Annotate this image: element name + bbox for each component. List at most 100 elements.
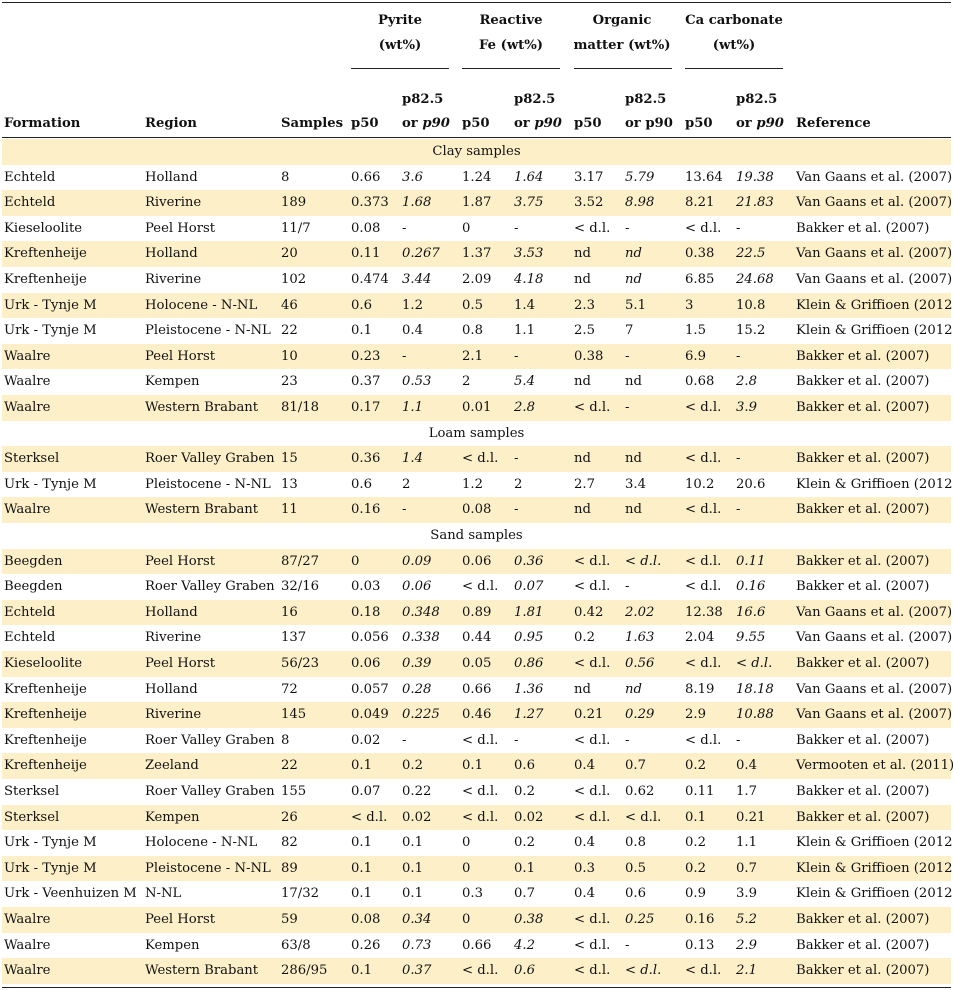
table-row: Kreftenheije Riverine 102 0.474 3.44 2.09 4.18… (2, 267, 952, 293)
cell-pyrite-p50: 0.06 (351, 656, 381, 671)
cell-om-p50: < d.l. (574, 963, 611, 979)
cell-pyrite-p50: 0.6 (351, 476, 372, 492)
group-header-organic-matter: Organic matter (wt%) (572, 8, 672, 58)
cell-om-p82: 0.56 (625, 656, 655, 671)
table-row: Kreftenheije Riverine 145 0.049 0.225 0.46 1.2… (2, 702, 952, 728)
cell-region: Holocene - N-NL (145, 835, 258, 851)
cell-om-p50: 0.4 (574, 758, 595, 774)
cell-formation: Kreftenheije (4, 246, 87, 262)
cell-samples: 11/7 (281, 220, 311, 236)
cell-pyrite-p82: - (402, 732, 407, 748)
cell-pyrite-p82: 1.68 (402, 195, 432, 211)
cell-ca-p82: 22.5 (736, 246, 766, 262)
cell-samples: 26 (281, 809, 298, 825)
cell-pyrite-p82: 0.1 (402, 835, 423, 851)
cell-region: Peel Horst (145, 912, 216, 927)
cell-fe-p50: 1.87 (462, 195, 492, 211)
cell-formation: Beegden (4, 579, 63, 595)
group-header-reactive-fe: Reactive Fe (wt%) (462, 8, 560, 58)
cell-fe-p82: - (514, 732, 519, 748)
cell-ca-p82: - (736, 732, 741, 748)
cell-ca-p50: 0.2 (685, 835, 706, 851)
cell-pyrite-p82: 0.06 (402, 579, 432, 595)
group-header-line: Organic (592, 13, 652, 28)
cell-reference: Van Gaans et al. (2007) (796, 169, 953, 185)
cell-reference: Van Gaans et al. (2007) (796, 630, 953, 646)
group-header-line: Pyrite (377, 13, 423, 28)
cell-ca-p50: 13.64 (685, 169, 723, 185)
cell-fe-p50: < d.l. (462, 732, 499, 748)
cell-reference: Klein & Griffioen (2012) (796, 860, 953, 876)
cell-pyrite-p82: 0.338 (402, 630, 440, 646)
cell-formation: Kreftenheije (4, 758, 87, 774)
group-header-line: Fe (wt%) (478, 38, 544, 53)
cell-ca-p82: 20.6 (736, 476, 766, 492)
cell-ca-p50: < d.l. (685, 400, 722, 415)
table-row: Kreftenheije Holland 72 0.057 0.28 0.66 1.36 nd… (2, 677, 952, 703)
group-header-line: Reactive (479, 13, 543, 28)
table-row: Sterksel Roer Valley Graben 15 0.36 1.4 < d.l… (2, 446, 951, 472)
cell-fe-p82: 4.18 (514, 272, 544, 287)
cell-ca-p50: < d.l. (685, 656, 722, 671)
cell-reference: Bakker et al. (2007) (796, 451, 930, 467)
cell-region: Peel Horst (145, 348, 216, 364)
cell-region: Holland (145, 604, 198, 620)
cell-region: Pleistocene - N-NL (145, 323, 271, 339)
cell-region: Riverine (145, 272, 202, 287)
cell-om-p50: < d.l. (574, 553, 611, 569)
cell-ca-p82: 2.8 (736, 374, 757, 390)
cell-ca-p50: 6.85 (685, 272, 715, 287)
cell-om-p82: < d.l. (625, 553, 662, 569)
cell-pyrite-p50: 0.26 (351, 937, 381, 953)
cell-fe-p82: 1.81 (514, 604, 544, 620)
cell-samples: 155 (281, 784, 307, 799)
cell-fe-p82: 0.38 (514, 912, 544, 927)
cell-region: Pleistocene - N-NL (145, 476, 271, 492)
cell-region: Zeeland (145, 758, 199, 774)
cell-om-p82: - (625, 579, 630, 595)
header-fe-p82: p82.5 (514, 92, 556, 107)
cell-pyrite-p82: 0.1 (402, 860, 423, 876)
cell-om-p50: 0.2 (574, 630, 595, 646)
header-text: or (736, 116, 757, 131)
cell-om-p50: < d.l. (574, 732, 611, 748)
table-row: Kreftenheije Zeeland 22 0.1 0.2 0.1 0.6 0.4 0.7 0… (2, 753, 953, 779)
cell-formation: Urk - Tynje M (4, 323, 97, 339)
cell-samples: 8 (281, 732, 290, 748)
cell-pyrite-p82: 0.09 (402, 553, 432, 569)
cell-om-p50: 0.4 (574, 886, 595, 902)
cell-fe-p82: 1.1 (514, 323, 535, 339)
cell-region: Peel Horst (145, 553, 216, 569)
cell-region: Holland (145, 246, 198, 262)
table-row: Urk - Tynje M Holocene - N-NL 46 0.6 1.2 0.5 1… (2, 292, 953, 319)
cell-ca-p50: 0.13 (685, 937, 715, 953)
cell-ca-p50: 0.2 (685, 860, 706, 876)
cell-reference: Klein & Griffioen (2012) (796, 323, 953, 339)
cell-om-p82: 2.02 (625, 604, 655, 620)
cell-ca-p82: 21.83 (736, 195, 774, 211)
cell-reference: Klein & Griffioen (2012) (796, 476, 953, 492)
cell-reference: Bakker et al. (2007) (796, 579, 930, 595)
cell-reference: Van Gaans et al. (2007) (796, 246, 953, 262)
cell-pyrite-p50: 0.37 (351, 374, 381, 390)
cell-ca-p50: < d.l. (685, 579, 722, 595)
cell-formation: Echteld (4, 630, 56, 646)
cell-fe-p50: < d.l. (462, 579, 499, 595)
cell-fe-p50: 0.89 (462, 604, 492, 620)
cell-ca-p82: - (736, 348, 741, 364)
cell-fe-p82: - (514, 502, 519, 518)
cell-samples: 145 (281, 707, 307, 723)
cell-fe-p50: 0.46 (462, 707, 492, 723)
cell-reference: Van Gaans et al. (2007) (796, 195, 953, 211)
cell-om-p82: - (625, 937, 630, 953)
cell-samples: 102 (281, 272, 307, 287)
cell-ca-p50: 0.9 (685, 886, 706, 902)
cell-ca-p82: 18.18 (736, 681, 774, 697)
cell-samples: 23 (281, 374, 298, 390)
cell-samples: 16 (281, 604, 298, 620)
cell-region: Kempen (145, 937, 200, 953)
header-rule (2, 137, 951, 138)
cell-formation: Waalre (4, 374, 51, 390)
cell-fe-p50: 0 (462, 220, 471, 236)
cell-region: Pleistocene - N-NL (145, 860, 271, 876)
